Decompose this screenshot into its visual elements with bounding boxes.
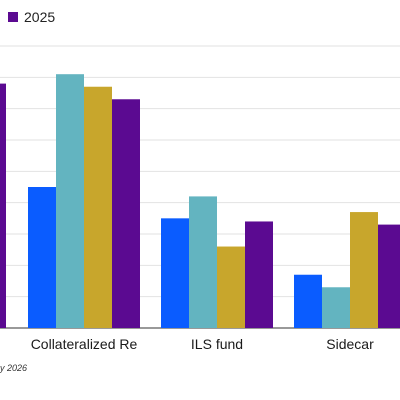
bar-sidecar-series-4 <box>378 224 400 328</box>
bar-collateralized-re-series-4 <box>112 99 140 329</box>
bar-offscreen-series-4 <box>0 83 6 328</box>
bar-collateralized-re-series-1 <box>28 187 56 328</box>
bar-ils-fund-series-4 <box>245 221 273 328</box>
bar-sidecar-series-3 <box>350 212 378 328</box>
bar-collateralized-re-series-2 <box>56 74 84 328</box>
source-note: y 2026 <box>0 363 28 373</box>
bars <box>0 74 400 329</box>
bar-ils-fund-series-1 <box>161 218 189 328</box>
bar-sidecar-series-1 <box>294 274 322 328</box>
category-labels: Collateralized Re ILS fund Sidecar <box>31 336 374 352</box>
bar-sidecar-series-2 <box>322 287 350 328</box>
bar-collateralized-re-series-3 <box>84 86 112 328</box>
category-label-sidecar: Sidecar <box>326 336 374 352</box>
legend-label-2025: 2025 <box>24 9 56 25</box>
bar-ils-fund-series-3 <box>217 246 245 328</box>
category-label-ils-fund: ILS fund <box>191 336 243 352</box>
bar-ils-fund-series-2 <box>189 196 217 328</box>
legend: 2025 <box>8 9 55 25</box>
category-label-collateralized-re: Collateralized Re <box>31 336 138 352</box>
legend-swatch-2025 <box>8 12 18 22</box>
